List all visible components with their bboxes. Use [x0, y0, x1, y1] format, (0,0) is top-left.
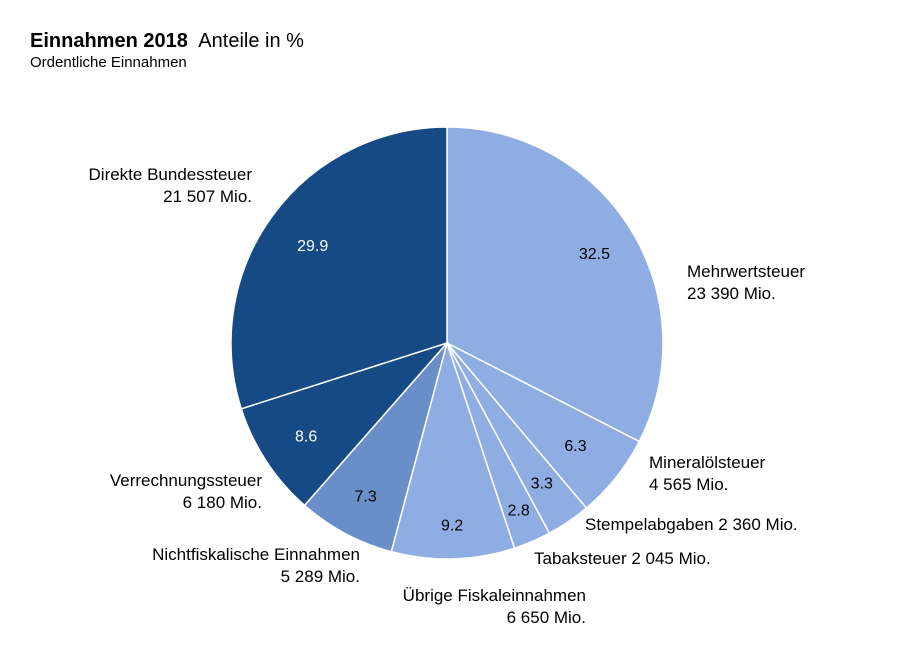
slice-category-label: Übrige Fiskaleinnahmen 6 650 Mio. — [403, 586, 586, 627]
chart-subtitle: Ordentliche Einnahmen — [30, 54, 187, 71]
chart-title: Einnahmen 2018 Anteile in % — [30, 30, 304, 52]
slice-name: Verrechnungssteuer — [110, 471, 262, 490]
slice-category-label: Stempelabgaben 2 360 Mio. — [585, 515, 798, 534]
pie-slice — [446, 126, 664, 443]
pie-category-labels: Mehrwertsteuer 23 390 Mio. Mineralölsteuer… — [89, 165, 806, 627]
slice-amount: 6 650 Mio. — [507, 608, 586, 627]
chart-title-bold: Einnahmen 2018 — [30, 30, 188, 52]
pie-slices — [230, 126, 664, 560]
slice-category-label: Direkte Bundessteuer 21 507 Mio. — [89, 165, 253, 206]
slice-name: Mineralölsteuer — [649, 453, 766, 472]
slice-category-label: Mehrwertsteuer 23 390 Mio. — [687, 262, 805, 303]
slice-value-label: 32.5 — [579, 246, 610, 263]
slice-category-label: Nichtfiskalische Einnahmen 5 289 Mio. — [152, 545, 360, 586]
slice-amount: 23 390 Mio. — [687, 284, 776, 303]
slice-value-label: 7.3 — [354, 488, 376, 505]
slice-category-label: Mineralölsteuer 4 565 Mio. — [649, 453, 766, 494]
pie-slice — [240, 341, 450, 507]
pie-slice — [303, 342, 448, 553]
slice-amount: 6 180 Mio. — [183, 493, 262, 512]
slice-category-label: Tabaksteuer 2 045 Mio. — [534, 549, 711, 568]
slice-amount: 21 507 Mio. — [163, 187, 252, 206]
slice-value-label: 8.6 — [295, 428, 317, 445]
slice-value-label: 29.9 — [297, 238, 328, 255]
slice-name: Direkte Bundessteuer — [89, 165, 253, 184]
pie-slice — [390, 340, 516, 560]
slice-value-label: 9.2 — [441, 517, 463, 534]
slice-value-label: 2.8 — [507, 503, 529, 520]
slice-category-label: Verrechnungssteuer 6 180 Mio. — [110, 471, 262, 512]
slice-amount: 4 565 Mio. — [649, 475, 728, 494]
pie-value-labels: 32.5 6.3 3.32.8 9.2 7.3 8.6 29.9 — [295, 238, 610, 535]
slice-value-label: 3.3 — [531, 475, 553, 492]
slice-value-label: 6.3 — [564, 438, 586, 455]
chart-title-rest: Anteile in % — [198, 30, 304, 52]
slice-name: Mehrwertsteuer — [687, 262, 805, 281]
slice-name: Nichtfiskalische Einnahmen — [152, 545, 360, 564]
slice-amount: 5 289 Mio. — [281, 567, 360, 586]
pie-slice — [230, 126, 448, 410]
slice-name: Übrige Fiskaleinnahmen — [403, 586, 586, 605]
